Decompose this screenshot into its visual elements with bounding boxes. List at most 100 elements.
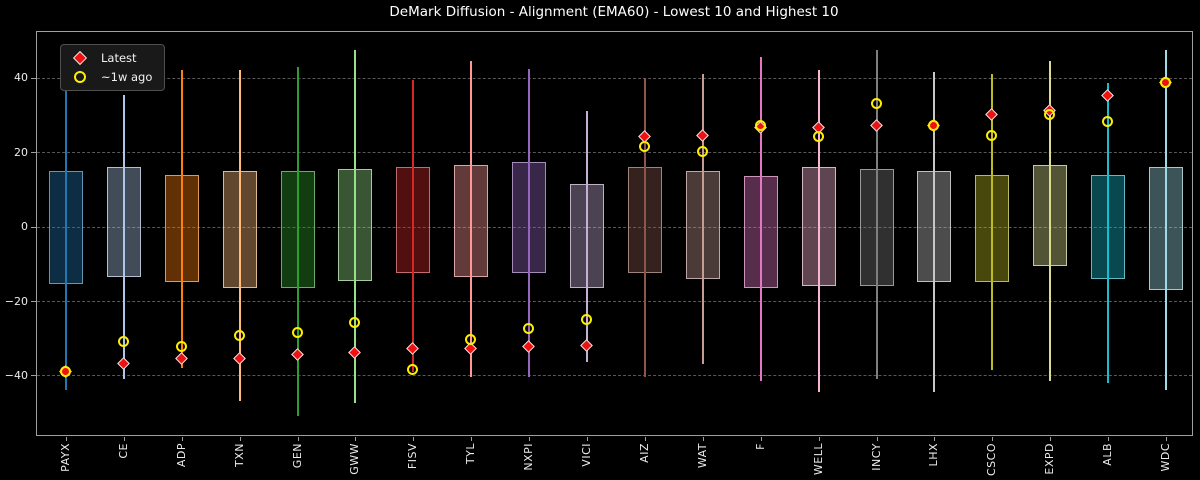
y-tick-mark--20 — [31, 301, 36, 302]
y-tick-mark--40 — [31, 375, 36, 377]
whisker-ADP — [180, 70, 183, 368]
x-tick-mark-TXN — [239, 437, 241, 441]
week-ago-marker-AIZ — [638, 140, 650, 152]
week-ago-marker-GEN — [291, 326, 303, 338]
week-ago-marker-TYL — [465, 334, 477, 346]
whisker-INCY — [875, 49, 878, 380]
y-tick-label--40: −40 — [4, 368, 28, 382]
plot-area — [36, 31, 1193, 436]
latest-diamond-icon — [69, 50, 91, 66]
whisker-WAT — [701, 74, 704, 365]
x-tick-label-NXPI: NXPI — [522, 443, 536, 471]
week-ago-circle-icon — [69, 71, 91, 83]
whisker-VICI — [586, 111, 589, 363]
y-tick-label--20: −20 — [4, 294, 28, 308]
whisker-NXPI — [528, 68, 531, 378]
x-tick-mark-WAT — [702, 437, 704, 441]
whisker-EXPD — [1049, 61, 1052, 381]
x-tick-mark-GEN — [297, 437, 299, 441]
x-tick-mark-EXPD — [1050, 437, 1052, 441]
gridline-20 — [37, 152, 1192, 154]
whisker-GEN — [296, 66, 299, 417]
y-tick-label-40: 40 — [14, 71, 28, 85]
x-tick-mark-WELL — [818, 437, 820, 441]
x-tick-label-TXN: TXN — [232, 443, 246, 467]
week-ago-marker-CE — [117, 335, 129, 347]
week-ago-marker-ALB — [1102, 116, 1114, 128]
y-tick-label-0: 0 — [21, 220, 28, 234]
legend: Latest ~1w ago — [60, 44, 166, 91]
week-ago-marker-EXPD — [1044, 109, 1056, 121]
whisker-GWW — [354, 49, 357, 404]
x-tick-label-PAYX: PAYX — [59, 443, 72, 472]
y-tick-mark-0 — [31, 226, 36, 228]
x-tick-mark-NXPI — [529, 437, 531, 441]
x-tick-label-GEN: GEN — [290, 443, 304, 469]
week-ago-marker-GWW — [349, 317, 361, 329]
x-tick-label-WAT: WAT — [695, 443, 709, 469]
x-tick-label-AIZ: AIZ — [637, 443, 651, 463]
x-tick-label-ADP: ADP — [174, 443, 188, 468]
legend-row-week-ago: ~1w ago — [69, 69, 152, 85]
x-tick-mark-GWW — [355, 437, 357, 441]
gridline--20 — [37, 301, 1192, 302]
x-tick-label-EXPD: EXPD — [1043, 443, 1057, 475]
x-tick-mark-FISV — [413, 437, 415, 441]
week-ago-marker-WELL — [812, 131, 824, 143]
x-tick-mark-WDC — [1166, 437, 1167, 441]
gridline-0 — [37, 226, 1192, 228]
x-tick-label-FISV: FISV — [406, 443, 420, 470]
gridline-40 — [37, 77, 1192, 79]
x-tick-label-CE: CE — [116, 443, 130, 459]
x-tick-label-GWW: GWW — [348, 443, 362, 475]
whisker-PAYX — [65, 59, 67, 391]
whisker-AIZ — [643, 77, 646, 378]
week-ago-marker-LHX — [928, 120, 940, 132]
x-tick-mark-TYL — [471, 437, 473, 441]
x-tick-label-TYL: TYL — [464, 443, 478, 465]
chart-title: DeMark Diffusion - Alignment (EMA60) - L… — [389, 4, 839, 20]
week-ago-marker-WDC — [1160, 77, 1171, 89]
x-tick-mark-AIZ — [644, 437, 646, 441]
gridline--40 — [37, 375, 1192, 377]
x-tick-mark-F — [760, 437, 762, 441]
week-ago-marker-PAYX — [60, 365, 71, 377]
x-tick-label-LHX: LHX — [927, 443, 941, 467]
x-tick-label-ALB: ALB — [1101, 443, 1115, 466]
whisker-F — [759, 57, 762, 381]
whisker-WDC — [1165, 49, 1167, 391]
whisker-ALB — [1107, 83, 1110, 383]
whisker-TXN — [238, 70, 241, 402]
x-tick-label-VICI: VICI — [580, 443, 594, 467]
week-ago-marker-WAT — [696, 146, 708, 158]
x-tick-mark-INCY — [876, 437, 878, 441]
week-ago-marker-NXPI — [523, 322, 535, 334]
whisker-TYL — [470, 61, 473, 378]
x-tick-label-INCY: INCY — [869, 443, 883, 471]
x-tick-mark-CSCO — [992, 437, 994, 441]
whisker-LHX — [933, 72, 936, 393]
y-tick-mark-20 — [31, 152, 36, 154]
whisker-FISV — [412, 79, 415, 372]
x-tick-mark-PAYX — [66, 437, 67, 441]
x-tick-mark-VICI — [587, 437, 589, 441]
x-tick-label-F: F — [753, 443, 767, 450]
x-tick-mark-LHX — [934, 437, 936, 441]
x-tick-label-CSCO: CSCO — [985, 443, 999, 477]
week-ago-marker-F — [754, 120, 766, 132]
whisker-CSCO — [991, 74, 994, 370]
week-ago-marker-ADP — [175, 341, 187, 353]
x-tick-mark-CE — [123, 437, 125, 441]
legend-latest-label: Latest — [101, 51, 137, 65]
legend-row-latest: Latest — [69, 50, 152, 66]
legend-week-ago-label: ~1w ago — [101, 70, 153, 84]
whisker-CE — [122, 94, 125, 380]
y-tick-mark-40 — [31, 77, 36, 79]
whisker-WELL — [817, 70, 820, 393]
week-ago-marker-INCY — [870, 97, 882, 109]
x-tick-label-WELL: WELL — [811, 443, 825, 476]
x-tick-label-WDC: WDC — [1159, 443, 1172, 472]
week-ago-marker-VICI — [581, 313, 593, 325]
week-ago-marker-CSCO — [986, 129, 998, 141]
